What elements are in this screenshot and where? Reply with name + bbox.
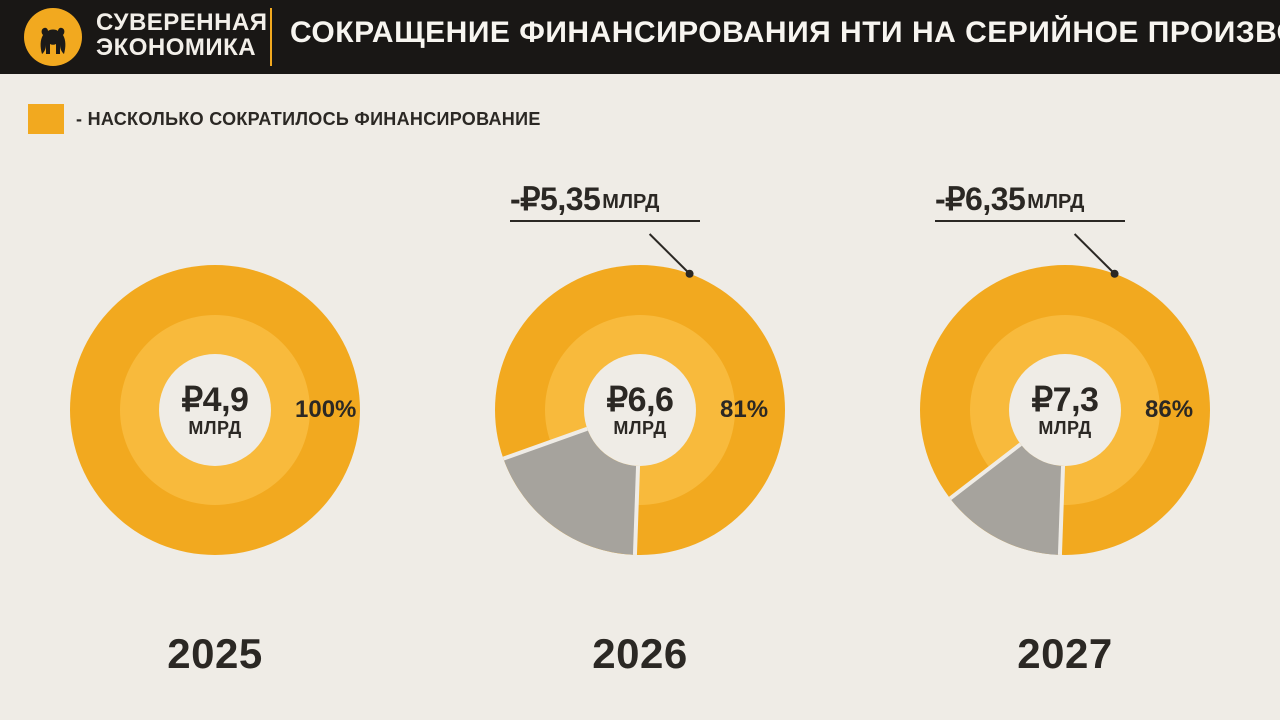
callout-unit: МЛРД <box>602 191 659 213</box>
center-label-2026: ₽6,6 МЛРД <box>607 383 674 437</box>
pct-label-2025: 100% <box>295 396 356 424</box>
center-value: ₽6,6 <box>607 383 674 417</box>
year-label: 2026 <box>480 630 800 678</box>
center-label-2025: ₽4,9 МЛРД <box>182 383 249 437</box>
year-label: 2025 <box>55 630 375 678</box>
callout-2026: -₽5,35МЛРД <box>510 180 659 218</box>
center-unit: МЛРД <box>607 419 674 437</box>
center-unit: МЛРД <box>1032 419 1099 437</box>
callout-rule <box>935 220 1125 222</box>
center-unit: МЛРД <box>182 419 249 437</box>
callout-unit: МЛРД <box>1027 191 1084 213</box>
pct-label-2026: 81% <box>720 396 768 424</box>
callout-value: -₽6,35 <box>935 181 1025 217</box>
center-value: ₽7,3 <box>1032 383 1099 417</box>
center-label-2027: ₽7,3 МЛРД <box>1032 383 1099 437</box>
center-value: ₽4,9 <box>182 383 249 417</box>
donut-charts <box>0 0 1280 720</box>
year-label: 2027 <box>905 630 1225 678</box>
callout-value: -₽5,35 <box>510 181 600 217</box>
callout-2027: -₽6,35МЛРД <box>935 180 1084 218</box>
pct-label-2027: 86% <box>1145 396 1193 424</box>
callout-rule <box>510 220 700 222</box>
